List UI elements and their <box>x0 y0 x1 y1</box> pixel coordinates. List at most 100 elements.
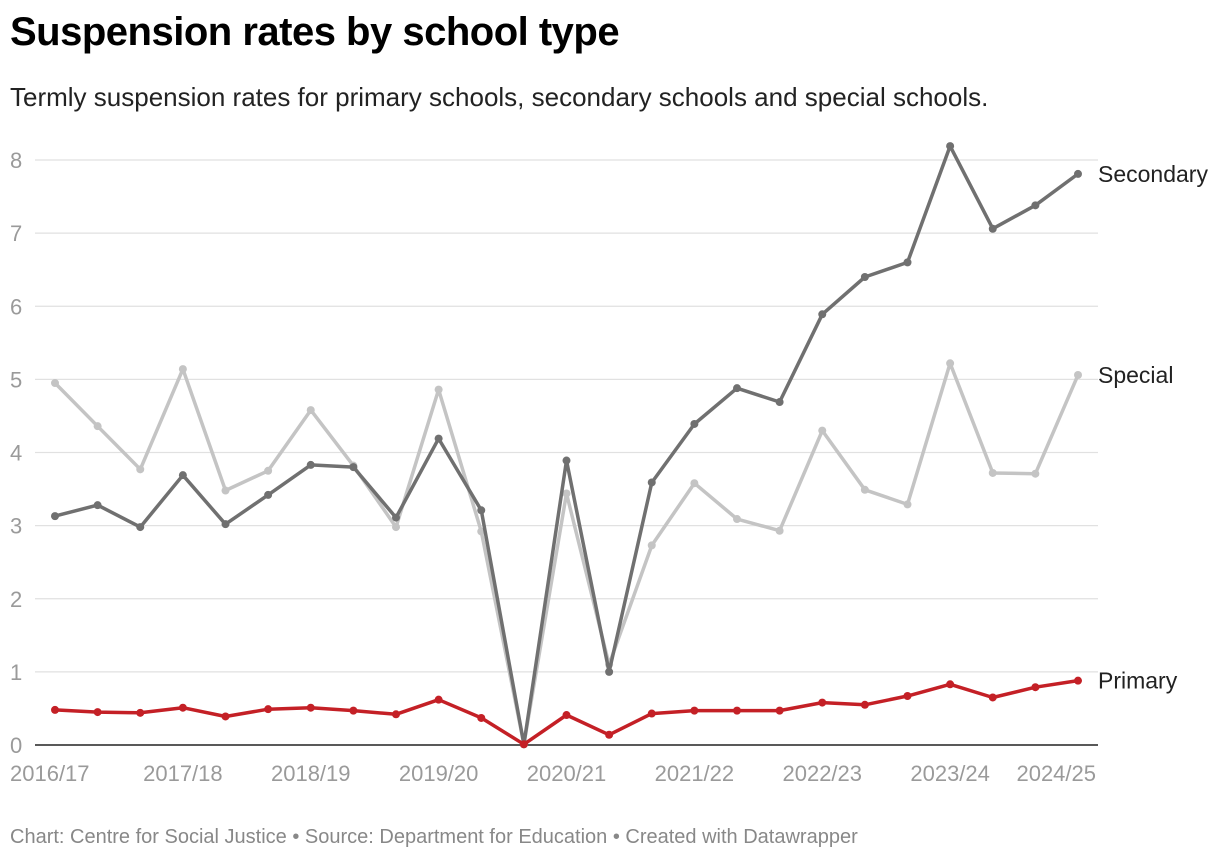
secondary-point <box>860 273 869 281</box>
secondary-point <box>221 520 230 529</box>
special-point <box>1074 370 1082 379</box>
y-tick-label: 4 <box>10 441 22 466</box>
primary-point <box>562 711 571 720</box>
x-tick-label: 2017/18 <box>143 761 223 786</box>
secondary-point <box>349 463 358 472</box>
series-labels: Special Secondary Primary <box>1098 161 1208 694</box>
primary-point <box>946 680 955 689</box>
primary-point <box>605 730 614 739</box>
special-point <box>903 500 912 509</box>
x-tick-label: 2018/19 <box>271 761 351 786</box>
primary-point <box>860 700 869 709</box>
special-point <box>221 486 230 495</box>
secondary-point <box>946 142 955 151</box>
secondary-point <box>264 490 273 499</box>
special-point <box>93 422 102 431</box>
primary-series-label: Primary <box>1098 668 1178 694</box>
x-tick-label: 2022/23 <box>782 761 862 786</box>
secondary-point <box>690 419 699 428</box>
y-tick-label: 6 <box>10 294 22 319</box>
primary-point <box>903 692 912 701</box>
primary-point <box>733 706 741 715</box>
primary-point <box>221 712 230 721</box>
series-lines <box>51 142 1082 749</box>
special-point <box>690 479 699 488</box>
special-point <box>733 515 741 524</box>
primary-point <box>136 708 145 717</box>
chart-title: Suspension rates by school type <box>10 10 620 54</box>
secondary-point <box>903 258 912 267</box>
special-point <box>860 485 869 494</box>
special-point <box>51 379 59 388</box>
gridlines <box>35 159 1098 746</box>
secondary-series-label: Secondary <box>1098 161 1208 187</box>
special-point <box>562 489 571 498</box>
y-tick-label: 2 <box>10 587 22 612</box>
primary-point <box>178 703 187 712</box>
series-primary <box>51 676 1082 749</box>
primary-point <box>647 709 656 718</box>
secondary-point <box>818 310 827 319</box>
special-point <box>946 359 955 368</box>
y-tick-label: 7 <box>10 221 22 246</box>
special-series-label: Special <box>1098 362 1173 388</box>
secondary-point <box>178 471 187 480</box>
y-tick-label: 8 <box>10 148 22 173</box>
secondary-point <box>605 667 614 676</box>
special-point <box>306 406 315 415</box>
y-axis-ticks: 0 1 2 3 4 5 6 7 8 <box>10 148 22 758</box>
secondary-point <box>306 460 315 469</box>
secondary-point <box>51 512 59 521</box>
y-tick-label: 0 <box>10 733 22 758</box>
secondary-point <box>988 224 997 233</box>
secondary-point <box>136 523 145 532</box>
special-point <box>434 385 443 394</box>
primary-point <box>1031 683 1040 692</box>
chart-footer: Chart: Centre for Social Justice • Sourc… <box>10 826 858 848</box>
primary-point <box>519 740 528 749</box>
secondary-point <box>733 384 741 393</box>
secondary-point <box>1031 201 1040 210</box>
special-point <box>775 526 784 535</box>
y-tick-label: 3 <box>10 514 22 539</box>
primary-point <box>51 705 59 714</box>
primary-point <box>988 693 997 702</box>
series-secondary <box>51 142 1082 749</box>
special-point <box>264 466 273 475</box>
primary-point <box>306 703 315 712</box>
secondary-point <box>477 506 486 515</box>
secondary-point <box>434 434 443 443</box>
special-point <box>988 468 997 477</box>
special-point <box>818 426 827 435</box>
primary-point <box>349 706 358 715</box>
secondary-point <box>93 501 102 510</box>
special-point <box>178 365 187 374</box>
primary-point <box>93 708 102 717</box>
chart-subtitle: Termly suspension rates for primary scho… <box>10 82 989 112</box>
special-point <box>1031 469 1040 478</box>
special-line <box>53 361 1080 747</box>
special-point <box>136 465 145 474</box>
primary-point <box>775 706 784 715</box>
y-tick-label: 5 <box>10 367 22 392</box>
secondary-point <box>562 456 571 465</box>
special-point <box>392 523 400 532</box>
secondary-point <box>647 478 656 487</box>
x-axis-ticks: 2016/17 2017/18 2018/19 2019/20 2020/21 2021/… <box>10 761 1096 786</box>
x-tick-label: 2023/24 <box>910 761 990 786</box>
x-tick-label: 2021/22 <box>655 761 735 786</box>
secondary-point <box>392 513 400 522</box>
special-point <box>647 541 656 550</box>
primary-point <box>818 698 827 707</box>
x-tick-label: 2019/20 <box>399 761 479 786</box>
primary-point <box>434 695 443 704</box>
primary-point <box>392 710 400 719</box>
primary-point <box>690 706 699 715</box>
x-tick-label: 2016/17 <box>10 761 90 786</box>
x-tick-label: 2020/21 <box>527 761 607 786</box>
primary-point <box>477 713 486 722</box>
primary-point <box>1074 676 1082 685</box>
primary-point <box>264 705 273 714</box>
secondary-point <box>775 398 784 407</box>
